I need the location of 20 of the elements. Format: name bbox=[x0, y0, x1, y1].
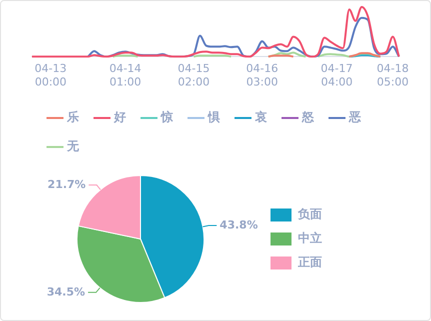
data-label: 34.5% bbox=[46, 285, 86, 298]
legend-label: 中立 bbox=[298, 231, 322, 246]
legend-label: 无 bbox=[66, 139, 80, 154]
legend-label: 正面 bbox=[297, 255, 322, 270]
legend-label: 负面 bbox=[297, 207, 322, 222]
data-label: 43.8% bbox=[220, 218, 258, 232]
legend-label: 恶 bbox=[348, 110, 362, 124]
legend-label: 惊 bbox=[160, 110, 173, 124]
x-tick-label: 04-13 00:00 bbox=[34, 62, 67, 88]
x-tick-label: 04-17 04:00 bbox=[320, 62, 353, 88]
legend-label: 惧 bbox=[207, 110, 220, 124]
x-tick-label: 04-15 02:00 bbox=[178, 62, 210, 88]
legend-label: 哀 bbox=[254, 110, 267, 124]
legend-label: 乐 bbox=[66, 110, 79, 124]
x-tick-label: 04-18 05:00 bbox=[376, 62, 409, 88]
legend-label: 好 bbox=[113, 110, 126, 124]
data-label: 21.7% bbox=[48, 178, 86, 191]
x-tick-label: 04-16 03:00 bbox=[246, 62, 278, 88]
legend-label: 怒 bbox=[301, 110, 315, 124]
x-tick-label: 04-14 01:00 bbox=[109, 62, 142, 88]
